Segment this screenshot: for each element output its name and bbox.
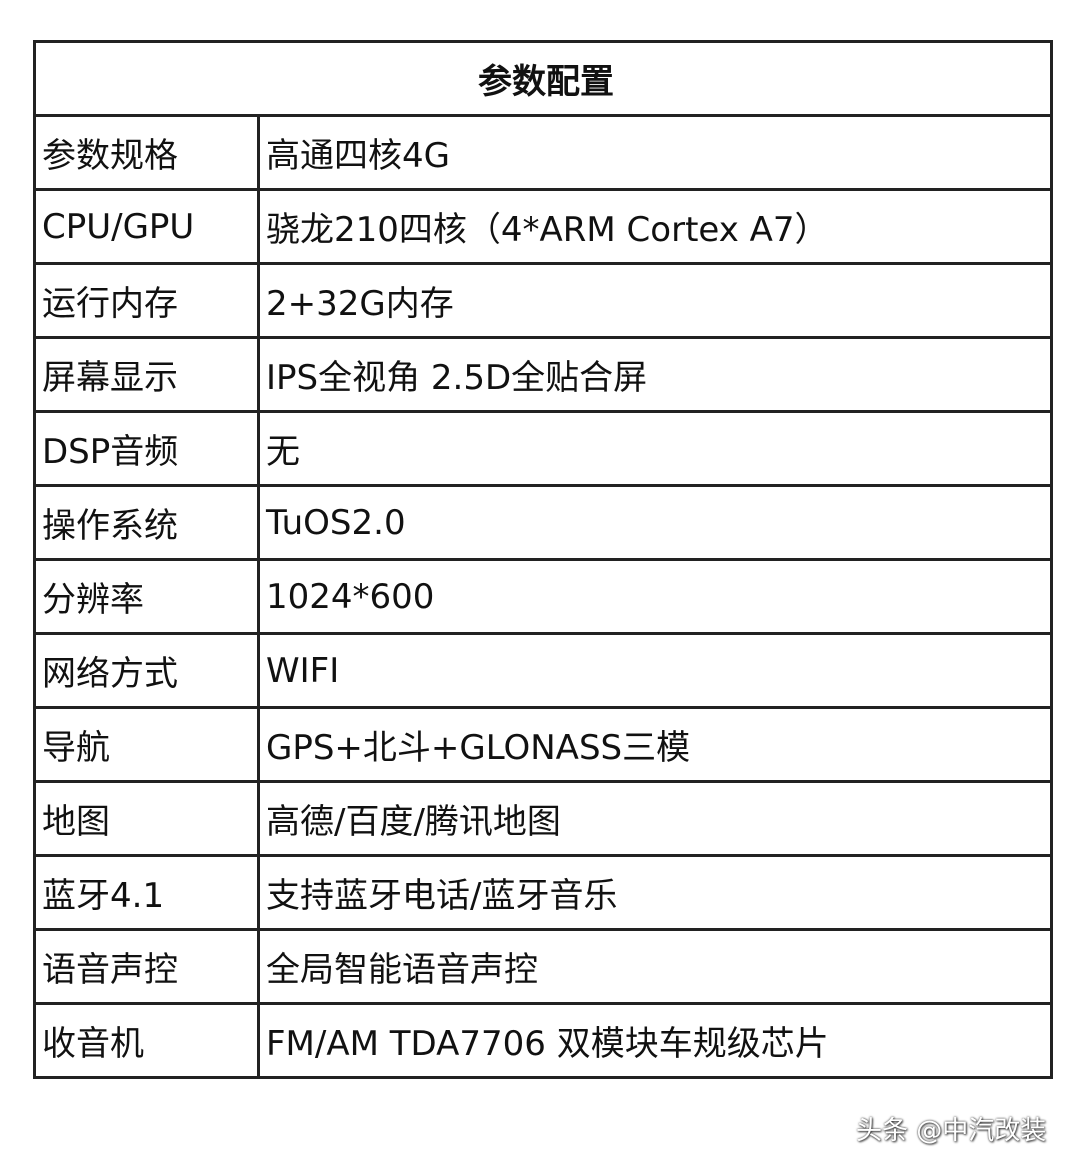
spec-row: 分辨率 1024*600 (33, 558, 1053, 635)
spec-name: 分辨率 (33, 558, 260, 635)
spec-row: 参数规格 高通四核4G (33, 114, 1053, 191)
spec-value: 支持蓝牙电话/蓝牙音乐 (257, 854, 1053, 931)
spec-value: 2+32G内存 (257, 262, 1053, 339)
spec-value: GPS+北斗+GLONASS三模 (257, 706, 1053, 783)
spec-value: 1024*600 (257, 558, 1053, 635)
spec-name: 蓝牙4.1 (33, 854, 260, 931)
spec-row: CPU/GPU 骁龙210四核（4*ARM Cortex A7） (33, 188, 1053, 265)
spec-value: 高德/百度/腾讯地图 (257, 780, 1053, 857)
spec-name: DSP音频 (33, 410, 260, 487)
spec-value: 高通四核4G (257, 114, 1053, 191)
table-title: 参数配置 (33, 40, 1053, 117)
watermark: 头条 @中汽改装 (856, 1116, 1047, 1146)
spec-value: TuOS2.0 (257, 484, 1053, 561)
spec-value: WIFI (257, 632, 1053, 709)
spec-name: 网络方式 (33, 632, 260, 709)
spec-value: 骁龙210四核（4*ARM Cortex A7） (257, 188, 1053, 265)
spec-value: IPS全视角 2.5D全贴合屏 (257, 336, 1053, 413)
spec-row: 收音机 FM/AM TDA7706 双模块车规级芯片 (33, 1002, 1053, 1079)
spec-name: 参数规格 (33, 114, 260, 191)
spec-row: 运行内存 2+32G内存 (33, 262, 1053, 339)
spec-row: 操作系统 TuOS2.0 (33, 484, 1053, 561)
spec-name: 操作系统 (33, 484, 260, 561)
spec-value: 无 (257, 410, 1053, 487)
spec-name: 屏幕显示 (33, 336, 260, 413)
title-row: 参数配置 (33, 40, 1053, 117)
spec-row: 导航 GPS+北斗+GLONASS三模 (33, 706, 1053, 783)
spec-value: FM/AM TDA7706 双模块车规级芯片 (257, 1002, 1053, 1079)
spec-name: CPU/GPU (33, 188, 260, 265)
spec-row: 语音声控 全局智能语音声控 (33, 928, 1053, 1005)
spec-row: 网络方式 WIFI (33, 632, 1053, 709)
spec-name: 导航 (33, 706, 260, 783)
spec-name: 地图 (33, 780, 260, 857)
spec-row: 屏幕显示 IPS全视角 2.5D全贴合屏 (33, 336, 1053, 413)
spec-value: 全局智能语音声控 (257, 928, 1053, 1005)
spec-name: 语音声控 (33, 928, 260, 1005)
spec-name: 运行内存 (33, 262, 260, 339)
spec-row: 蓝牙4.1 支持蓝牙电话/蓝牙音乐 (33, 854, 1053, 931)
spec-row: DSP音频无 (33, 410, 1053, 487)
spec-row: 地图 高德/百度/腾讯地图 (33, 780, 1053, 857)
spec-name: 收音机 (33, 1002, 260, 1079)
spec-table: 参数配置 参数规格 高通四核4G CPU/GPU 骁龙210四核（4*ARM Cort… (33, 40, 1053, 1079)
